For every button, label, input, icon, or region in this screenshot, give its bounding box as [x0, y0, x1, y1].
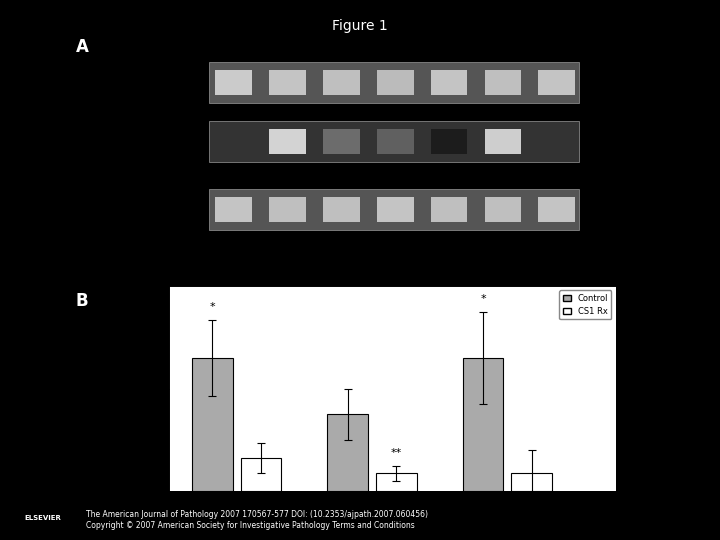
- Text: MMP-2: MMP-2: [593, 77, 634, 87]
- Bar: [269, 129, 306, 154]
- Text: CS1 Rx: CS1 Rx: [423, 264, 449, 289]
- Text: 762bp: 762bp: [126, 205, 155, 214]
- Text: Copyright © 2007 American Society for Investigative Pathology Terms and Conditio: Copyright © 2007 American Society for In…: [86, 521, 415, 530]
- Text: Control: Control: [369, 264, 395, 290]
- Bar: [215, 197, 252, 222]
- Text: 1: 1: [230, 39, 237, 49]
- Bar: [485, 197, 521, 222]
- Bar: [323, 70, 360, 95]
- Bar: [269, 197, 306, 222]
- Bar: [376, 474, 417, 491]
- FancyBboxPatch shape: [210, 189, 579, 230]
- Text: 6: 6: [500, 39, 506, 49]
- Text: 3: 3: [338, 39, 344, 49]
- Bar: [192, 358, 233, 491]
- Text: day 1: day 1: [302, 316, 327, 325]
- Text: Figure 1: Figure 1: [332, 19, 388, 33]
- FancyBboxPatch shape: [210, 62, 579, 103]
- Text: B: B: [76, 292, 89, 309]
- Text: CS1 Rx: CS1 Rx: [531, 264, 557, 289]
- Text: ELSEVIER: ELSEVIER: [24, 515, 62, 522]
- Bar: [323, 197, 360, 222]
- FancyBboxPatch shape: [210, 121, 579, 161]
- Bar: [241, 458, 282, 491]
- Bar: [215, 70, 252, 95]
- Bar: [539, 197, 575, 222]
- Text: Control: Control: [477, 264, 503, 290]
- Bar: [323, 129, 360, 154]
- Text: 576bp: 576bp: [126, 78, 155, 87]
- Text: 4: 4: [392, 39, 398, 49]
- Text: CS1 Rx: CS1 Rx: [316, 264, 341, 289]
- Bar: [377, 129, 414, 154]
- Text: β actin: β actin: [593, 204, 627, 214]
- Text: *: *: [210, 302, 215, 312]
- Bar: [431, 70, 467, 95]
- Text: 7: 7: [554, 39, 560, 49]
- Bar: [377, 70, 414, 95]
- Text: day 3: day 3: [410, 316, 435, 325]
- Bar: [269, 70, 306, 95]
- Bar: [539, 70, 575, 95]
- Bar: [377, 197, 414, 222]
- Bar: [485, 70, 521, 95]
- Text: MMP-9: MMP-9: [593, 136, 633, 146]
- Text: 5: 5: [446, 39, 452, 49]
- Text: Naive: Naive: [212, 264, 234, 286]
- Bar: [328, 415, 368, 491]
- Legend: Control, CS1 Rx: Control, CS1 Rx: [559, 291, 611, 319]
- Text: **: **: [391, 448, 402, 458]
- Text: 754bp: 754bp: [126, 137, 155, 146]
- Bar: [463, 358, 503, 491]
- Text: The American Journal of Pathology 2007 170567-577 DOI: (10.2353/ajpath.2007.0604: The American Journal of Pathology 2007 1…: [86, 510, 428, 519]
- Bar: [431, 197, 467, 222]
- Y-axis label: MMP-9 / β-actin mRNA: MMP-9 / β-actin mRNA: [131, 334, 140, 443]
- Bar: [485, 129, 521, 154]
- Bar: [511, 474, 552, 491]
- Text: 2: 2: [284, 39, 291, 49]
- Text: *: *: [480, 294, 486, 304]
- Bar: [431, 129, 467, 154]
- Text: day 7: day 7: [517, 316, 543, 325]
- Text: A: A: [76, 38, 89, 56]
- Text: Control: Control: [261, 264, 287, 290]
